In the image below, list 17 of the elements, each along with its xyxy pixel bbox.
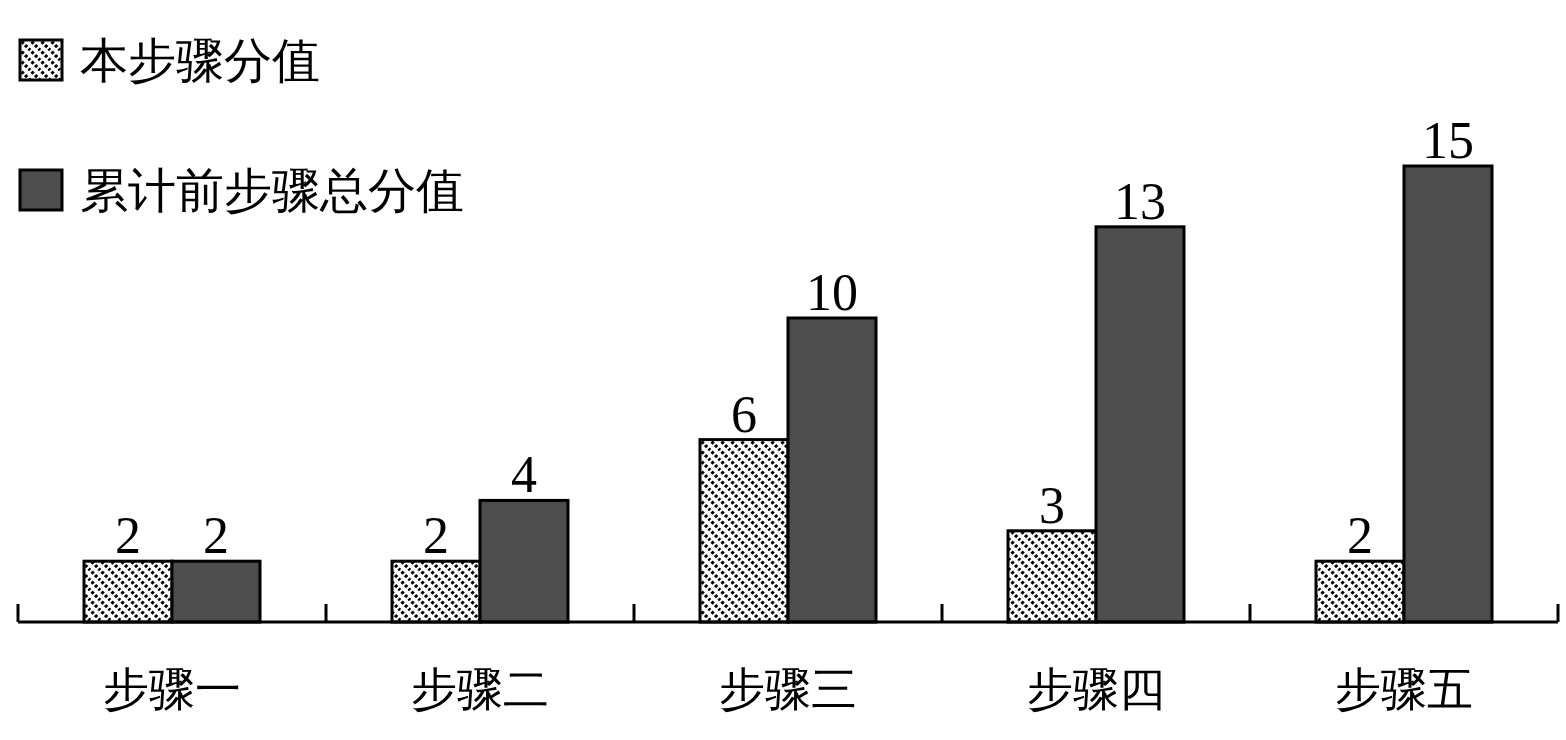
data-label: 2 [423,507,449,565]
legend-label: 本步骤分值 [80,34,320,87]
x-tick-label: 步骤四 [1027,664,1165,715]
x-tick-label: 步骤一 [103,664,241,715]
data-label: 13 [1114,172,1166,230]
data-label: 4 [511,446,537,504]
data-label: 3 [1039,476,1065,534]
data-label: 10 [806,264,858,321]
data-label: 2 [115,507,141,565]
data-label: 2 [1347,507,1373,565]
data-label: 6 [731,385,757,443]
x-tick-label: 步骤二 [411,664,549,715]
data-label: 2 [203,507,229,565]
x-tick-label: 步骤三 [719,664,857,715]
data-label: 15 [1422,112,1474,169]
x-tick-label: 步骤五 [1335,664,1473,715]
legend-label: 累计前步骤总分值 [80,164,464,217]
